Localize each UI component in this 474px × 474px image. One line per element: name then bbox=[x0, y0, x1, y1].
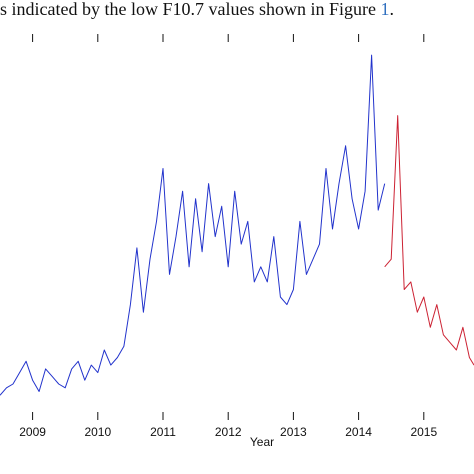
series-line-0 bbox=[0, 54, 386, 396]
x-tick-label-2014: 2014 bbox=[345, 425, 372, 439]
caption-text: s indicated by the low F10.7 values show… bbox=[0, 0, 381, 19]
caption-end: . bbox=[389, 0, 394, 19]
x-axis-label: Year bbox=[250, 435, 274, 449]
top-tick-marks bbox=[32, 34, 425, 42]
series-line-1 bbox=[384, 115, 474, 366]
x-tick-label-2012: 2012 bbox=[215, 425, 242, 439]
x-tick-label-2015: 2015 bbox=[410, 425, 437, 439]
figure-caption: s indicated by the low F10.7 values show… bbox=[0, 0, 474, 26]
x-tick-label-2013: 2013 bbox=[280, 425, 307, 439]
x-tick-label-2009: 2009 bbox=[19, 425, 46, 439]
bottom-tick-marks bbox=[32, 412, 425, 420]
x-tick-label-2011: 2011 bbox=[150, 425, 176, 439]
figure-reference-link[interactable]: 1 bbox=[380, 0, 390, 19]
data-series bbox=[0, 54, 474, 396]
x-tick-label-2010: 2010 bbox=[84, 425, 111, 439]
x-tick-labels: 20092010201120122013201420152016 bbox=[19, 425, 437, 439]
